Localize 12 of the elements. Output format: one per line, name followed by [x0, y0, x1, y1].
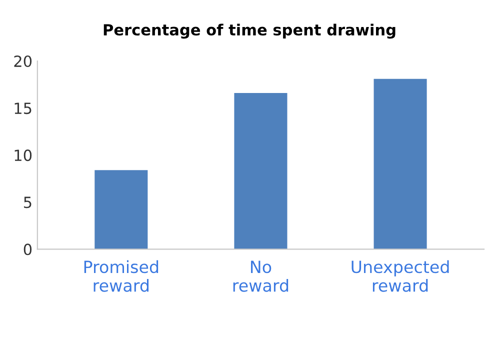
chart-title: Percentage of time spent drawing	[104, 24, 396, 39]
y-tick-label: 15	[14, 102, 32, 114]
y-tick-label: 10	[14, 150, 32, 162]
bar	[374, 78, 427, 250]
bar	[94, 170, 148, 250]
y-tick-label: 5	[24, 196, 32, 208]
x-tick-label: No reward	[233, 260, 288, 292]
x-tick-label: Promised reward	[84, 260, 158, 292]
bar	[234, 93, 288, 250]
x-tick-label: Unexpected reward	[352, 260, 449, 292]
y-tick-label: 20	[14, 55, 32, 68]
y-tick-label: 0	[24, 244, 32, 256]
